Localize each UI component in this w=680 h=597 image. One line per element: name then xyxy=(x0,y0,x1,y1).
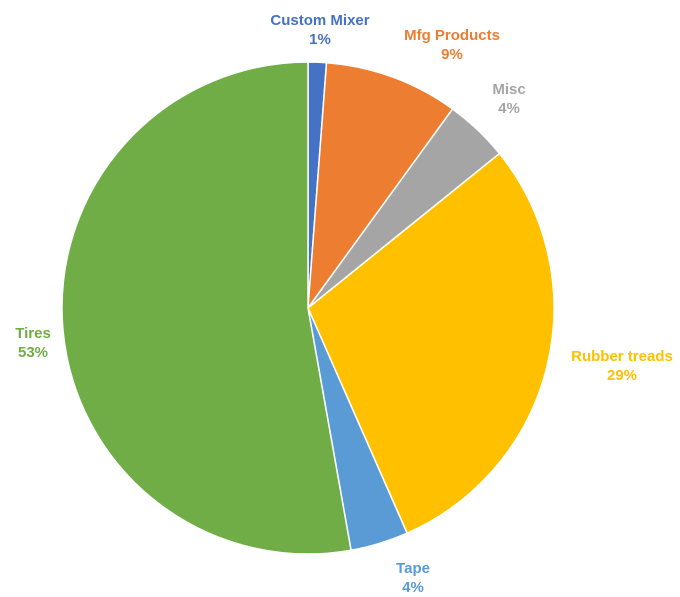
label-custom-mixer-name: Custom Mixer xyxy=(270,12,370,29)
label-rubber-treads-percent: 29% xyxy=(606,367,638,384)
label-mfg-products: Mfg Products 9% xyxy=(404,26,500,64)
pie-slice-mfg-products xyxy=(307,61,454,311)
pie-slices xyxy=(61,61,555,555)
label-tires-name: Tires xyxy=(15,325,51,342)
label-rubber-treads: Rubber treads 29% xyxy=(571,347,673,385)
label-mfg-products-name: Mfg Products xyxy=(404,27,500,44)
pie-slice-rubber-treads xyxy=(307,152,555,535)
label-tape-percent: 4% xyxy=(402,579,424,596)
label-rubber-treads-name: Rubber treads xyxy=(571,348,673,365)
label-mfg-products-percent: 9% xyxy=(441,46,463,63)
label-tires-percent: 53% xyxy=(17,344,49,361)
label-custom-mixer-percent: 1% xyxy=(309,31,331,48)
label-misc: Misc 4% xyxy=(492,80,525,118)
label-tape-name: Tape xyxy=(396,560,430,577)
label-tape: Tape 4% xyxy=(396,559,430,597)
label-tires: Tires 53% xyxy=(15,324,51,362)
pie-slice-tires xyxy=(61,61,352,555)
label-misc-percent: 4% xyxy=(498,100,520,117)
label-custom-mixer: Custom Mixer 1% xyxy=(270,11,369,49)
label-misc-name: Misc xyxy=(492,81,526,98)
